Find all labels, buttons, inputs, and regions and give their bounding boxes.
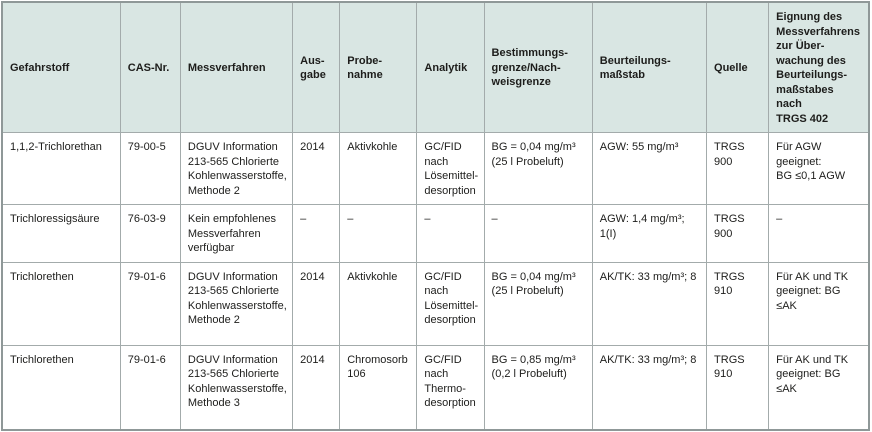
cell-cas-nr: 79-01-6 — [119, 344, 181, 431]
cell-quelle: TRGS 900 — [706, 132, 770, 206]
cell-probenahme: Aktivkohle — [339, 261, 418, 346]
cell-messverfahren: Kein empfohlenes Messverfahren verfügbar — [179, 204, 294, 263]
cell-eignung: Für AK und TK geeignet: BG ≤AK — [768, 344, 870, 431]
header-cell-probenahme: Probe- nahme — [339, 1, 418, 134]
cell-probenahme: – — [339, 204, 418, 263]
cell-ausgabe: 2014 — [292, 261, 341, 346]
cell-ausgabe: 2014 — [292, 132, 341, 206]
cell-beurteilungsmassstab: AK/TK: 33 mg/m³; 8 — [591, 261, 708, 346]
cell-gefahrstoff: Trichlorethen — [1, 344, 121, 431]
cell-ausgabe: 2014 — [292, 344, 341, 431]
table-header-row: Gefahrstoff CAS-Nr. Messverfahren Aus- g… — [1, 1, 870, 134]
header-cell-messverfahren: Messverfahren — [179, 1, 294, 134]
table-row: 1,1,2-Trichlorethan 79-00-5 DGUV Informa… — [1, 132, 870, 206]
cell-analytik: GC/FID nach Lösemittel- desorption — [416, 132, 485, 206]
table-row: Trichlorethen 79-01-6 DGUV Information 2… — [1, 261, 870, 346]
cell-eignung: – — [768, 204, 870, 263]
cell-bestimmungsgrenze: BG = 0,04 mg/m³ (25 l Probeluft) — [483, 132, 593, 206]
cell-quelle: TRGS 900 — [706, 204, 770, 263]
header-cell-analytik: Analytik — [416, 1, 485, 134]
cell-analytik: GC/FID nach Lösemittel- desorption — [416, 261, 485, 346]
cell-gefahrstoff: 1,1,2-Trichlorethan — [1, 132, 121, 206]
header-cell-bestimmungsgrenze: Bestimmungs- grenze/Nach- weisgrenze — [483, 1, 593, 134]
cell-cas-nr: 79-01-6 — [119, 261, 181, 346]
cell-beurteilungsmassstab: AK/TK: 33 mg/m³; 8 — [591, 344, 708, 431]
header-cell-gefahrstoff: Gefahrstoff — [1, 1, 121, 134]
cell-analytik: GC/FID nach Thermo- desorption — [416, 344, 485, 431]
cell-ausgabe: – — [292, 204, 341, 263]
cell-messverfahren: DGUV Information 213-565 Chlorierte Kohl… — [179, 261, 294, 346]
cell-analytik: – — [416, 204, 485, 263]
cell-beurteilungsmassstab: AGW: 55 mg/m³ — [591, 132, 708, 206]
cell-eignung: Für AK und TK geeignet: BG ≤AK — [768, 261, 870, 346]
table-row: Trichloressigsäure 76-03-9 Kein empfohle… — [1, 204, 870, 263]
header-cell-cas-nr: CAS-Nr. — [119, 1, 181, 134]
cell-cas-nr: 79-00-5 — [119, 132, 181, 206]
cell-bestimmungsgrenze: – — [483, 204, 593, 263]
cell-bestimmungsgrenze: BG = 0,85 mg/m³ (0,2 l Probeluft) — [483, 344, 593, 431]
cell-gefahrstoff: Trichloressigsäure — [1, 204, 121, 263]
header-cell-quelle: Quelle — [706, 1, 770, 134]
cell-probenahme: Aktivkohle — [339, 132, 418, 206]
header-cell-beurteilungsmassstab: Beurteilungs- maßstab — [591, 1, 708, 134]
cell-quelle: TRGS 910 — [706, 261, 770, 346]
cell-probenahme: Chromosorb 106 — [339, 344, 418, 431]
header-cell-ausgabe: Aus- gabe — [292, 1, 341, 134]
header-cell-eignung: Eignung des Messverfahrens zur Über- wac… — [768, 1, 870, 134]
cell-gefahrstoff: Trichlorethen — [1, 261, 121, 346]
cell-messverfahren: DGUV Information 213-565 Chlorierte Kohl… — [179, 132, 294, 206]
cell-cas-nr: 76-03-9 — [119, 204, 181, 263]
cell-beurteilungsmassstab: AGW: 1,4 mg/m³; 1(I) — [591, 204, 708, 263]
cell-bestimmungsgrenze: BG = 0,04 mg/m³ (25 l Probeluft) — [483, 261, 593, 346]
table-row: Trichlorethen 79-01-6 DGUV Information 2… — [1, 344, 870, 431]
cell-quelle: TRGS 910 — [706, 344, 770, 431]
cell-eignung: Für AGW geeignet: BG ≤0,1 AGW — [768, 132, 870, 206]
cell-messverfahren: DGUV Information 213-565 Chlorierte Kohl… — [179, 344, 294, 431]
